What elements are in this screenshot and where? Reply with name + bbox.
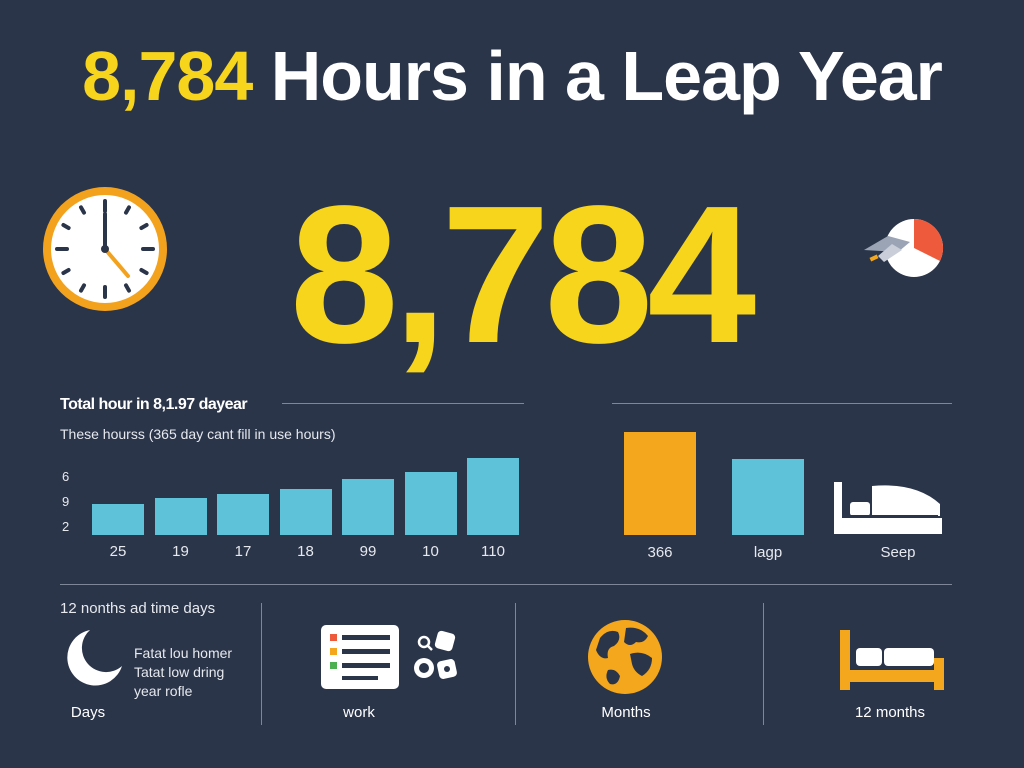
x-tick-label: 25: [109, 543, 127, 560]
divider: [763, 603, 764, 725]
x-tick-label: lagp: [753, 544, 783, 561]
pie-chart-icon: [864, 218, 944, 277]
label-days: Days: [70, 704, 106, 721]
comparison-bar-chart: 366 lagp Seep: [610, 430, 950, 570]
x-tick-label: 99: [359, 543, 377, 560]
page-title: 8,784 Hours in a Leap Year: [0, 36, 1024, 116]
globe-icon: [588, 620, 662, 694]
chart-bar: [732, 459, 804, 535]
title-highlight: 8,784: [82, 37, 253, 115]
x-tick-label: 18: [297, 543, 314, 560]
divider: [515, 603, 516, 725]
y-tick-label: 6: [62, 469, 70, 484]
moon-line: year rofle: [134, 683, 193, 699]
label-months: Months: [601, 704, 651, 721]
x-tick-label: 17: [234, 543, 252, 560]
x-tick-label: 110: [481, 543, 505, 560]
chart-bar: [404, 472, 457, 535]
x-tick-label: 19: [172, 543, 189, 560]
section-rule-right: [612, 403, 952, 404]
clock-icon: [43, 187, 167, 311]
chart-bar: [279, 489, 332, 535]
section-rule-left: [282, 403, 524, 404]
bottom-heading: 12 nonths ad time days: [60, 600, 216, 617]
label-work: work: [343, 704, 375, 721]
chart-bar: [624, 432, 696, 535]
section-subtitle: These hourss (365 day cant fill in use h…: [60, 426, 336, 442]
chart-bar: [217, 494, 269, 535]
hours-bar-chart: 25 19 17 18 99 10 110: [90, 440, 530, 570]
x-tick-label: 366: [647, 544, 673, 561]
bed-icon: [840, 630, 944, 690]
bed-icon: [834, 482, 942, 534]
moon-line: Tatat low dring: [134, 664, 225, 680]
chart-bar: [92, 503, 144, 535]
x-tick-label: 10: [422, 543, 439, 560]
moon-description: Fatat lou homer Tatat low dring year rof…: [134, 644, 232, 701]
bottom-rule: [60, 584, 952, 585]
moon-icon: [67, 630, 122, 686]
chart-bar: [154, 497, 207, 535]
chart-bar: [342, 478, 394, 535]
title-text: Hours in a Leap Year: [270, 37, 943, 115]
label-12-months: 12 months: [854, 704, 926, 721]
y-tick-label: 9: [62, 494, 70, 509]
chart-bar: [467, 458, 519, 535]
document-list-icon: [321, 625, 457, 689]
x-tick-label: Seep: [880, 544, 916, 561]
moon-line: Fatat lou homer: [134, 645, 233, 661]
section-title: Total hour in 8,1.97 dayear: [60, 396, 248, 413]
hero-number: 8,784: [289, 165, 756, 384]
y-tick-label: 2: [62, 519, 70, 534]
divider: [261, 603, 262, 725]
